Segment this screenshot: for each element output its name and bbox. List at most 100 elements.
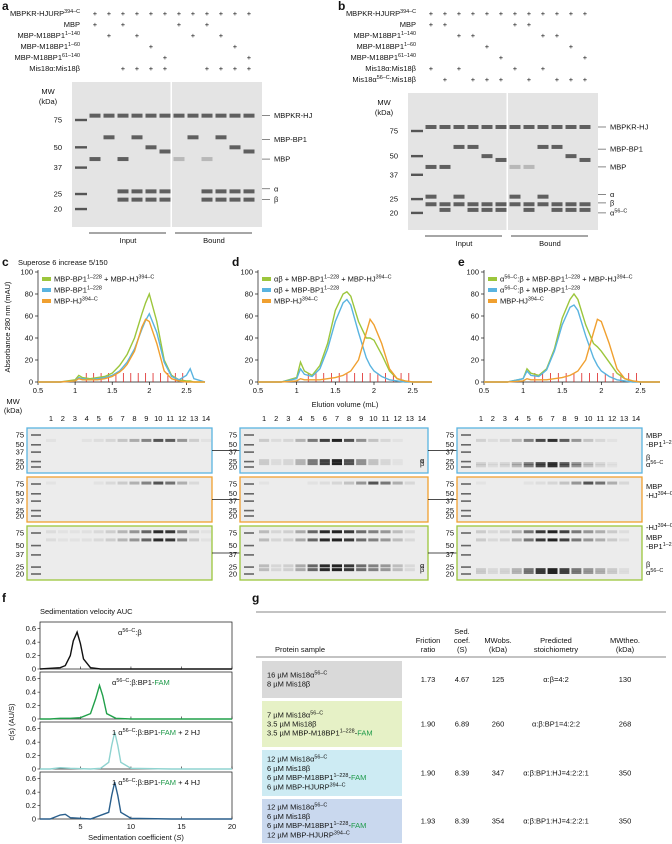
mw-title: MW (41, 87, 55, 96)
sample-box (262, 661, 402, 698)
marker-band (244, 460, 254, 463)
text-part: 6 µM Mis18β (267, 812, 311, 821)
text-part: + MBP-HJ (580, 275, 617, 284)
protein-band (511, 464, 522, 468)
text-part: α (610, 190, 615, 199)
superscript: 1–140 (401, 31, 416, 37)
protein-band (380, 481, 391, 485)
text-part: :β + MBP-BP1 (517, 286, 565, 295)
marker-band (244, 554, 254, 556)
y-axis-label: c(s) (AU/S) (7, 703, 16, 741)
superscript: 56–C (504, 286, 517, 292)
plus-mark: + (247, 64, 252, 73)
mw-label: 50 (390, 152, 398, 161)
mw-label: 75 (16, 528, 24, 537)
gel-gap (170, 82, 172, 227)
mw-label: 75 (446, 479, 454, 488)
text-part: MBP-BP1 (274, 135, 307, 144)
protein-band (283, 538, 294, 542)
plus-mark: + (555, 9, 560, 18)
mw-title: (kDa) (375, 108, 394, 117)
protein-band (476, 464, 486, 468)
protein-band (380, 438, 391, 442)
protein-band (331, 538, 342, 542)
text-part: :β:BP1- (129, 678, 155, 687)
marker-band (244, 544, 254, 547)
band-label: MBP (646, 533, 662, 542)
protein-band (571, 530, 582, 534)
marker-band (244, 434, 254, 436)
plus-mark: + (429, 20, 434, 29)
superscript: 1–228 (565, 286, 580, 292)
protein-band (46, 481, 56, 485)
marker-band (31, 466, 41, 468)
y-tick-label: 100 (466, 268, 479, 277)
fraction-number: 12 (608, 414, 616, 423)
text-part: 12 µM MBP-HJURP (267, 830, 334, 839)
x-tick-label: 2 (147, 386, 151, 395)
superscript: 1–228 (565, 275, 580, 281)
y-axis-label: Absorbance 280 nm (mAU) (3, 281, 12, 372)
superscript: 56–C (377, 75, 390, 81)
chart-title: Sedimentation velocity AUC (40, 607, 133, 616)
y-tick-label: 0 (475, 378, 479, 387)
protein-band (368, 481, 379, 485)
band-label: α56–C (610, 208, 627, 217)
curve-label: α56–C:β:BP1-FAM (112, 678, 170, 687)
text-part: - (348, 821, 351, 830)
protein-band (595, 462, 606, 466)
mw-label: 50 (16, 489, 24, 498)
y-tick-label: 60 (245, 312, 253, 321)
plus-mark: + (569, 75, 574, 84)
text-part: Sedimentation coefficient ( (88, 833, 177, 842)
protein-band (535, 568, 546, 572)
protein-band (105, 481, 116, 485)
protein-band (356, 564, 367, 568)
marker-band (31, 460, 41, 463)
plus-mark: + (499, 9, 504, 18)
superscript: 1–228 (333, 773, 348, 779)
band-label: α56–C (646, 460, 663, 469)
fraction-gel (456, 476, 643, 523)
protein-band (571, 538, 582, 542)
fraction-gel (239, 476, 429, 523)
table-cell: 130 (619, 675, 632, 684)
protein-band (535, 570, 546, 574)
mw-label: 37 (229, 447, 237, 456)
superscript: 56–C (614, 208, 627, 214)
mw-label: 37 (16, 550, 24, 559)
fraction-number: 13 (406, 414, 414, 423)
table-cell: 4.67 (455, 675, 470, 684)
text-part: ) (181, 833, 184, 842)
protein-band (368, 459, 379, 463)
text-part: MBP-M18BP1 (353, 31, 401, 40)
protein-band (189, 438, 200, 442)
table-cell: 260 (492, 720, 505, 729)
protein-band (547, 462, 558, 466)
mw-label: 37 (446, 447, 454, 456)
protein-band (307, 530, 318, 534)
fraction-number: 1 (479, 414, 483, 423)
y-tick-label: 40 (471, 334, 479, 343)
protein-band (392, 481, 403, 485)
x-tick-label: 0.5 (479, 386, 489, 395)
table-cell: 268 (619, 720, 632, 729)
plus-mark: + (485, 75, 490, 84)
protein-band (105, 538, 116, 542)
text-part: :β:BP1- (135, 728, 161, 737)
row-label: Mis18α:Mis18β (29, 64, 80, 73)
protein-band (271, 462, 282, 466)
protein-band (319, 530, 330, 534)
sample-line: 6 µM MBP-HJURP394–C (267, 782, 346, 791)
protein-band (81, 438, 92, 442)
protein-band (271, 568, 282, 572)
y-tick-label: 0.4 (26, 637, 36, 646)
plus-mark: + (121, 20, 126, 29)
x-tick-label: 2.5 (181, 386, 191, 395)
protein-band (307, 568, 318, 572)
y-tick-label: 60 (25, 312, 33, 321)
italic-part: S (176, 833, 181, 842)
legend-swatch (262, 277, 271, 281)
fraction-number: 4 (298, 414, 302, 423)
panel-label: c (2, 255, 9, 269)
